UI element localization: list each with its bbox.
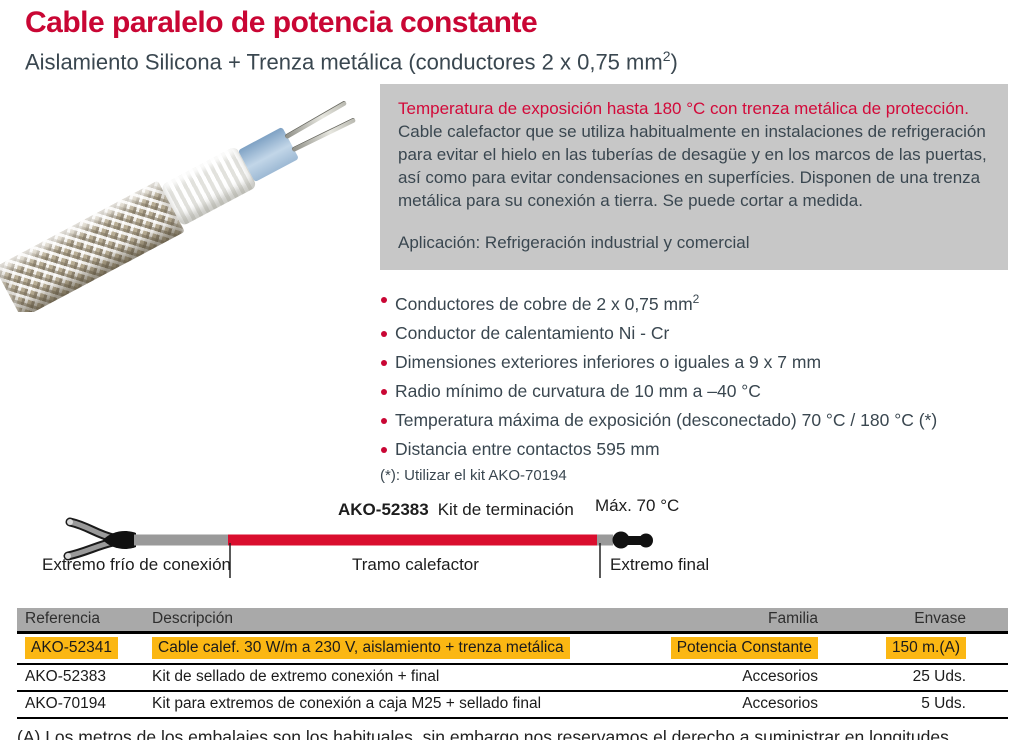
feature-text: Conductor de calentamiento Ni - Cr bbox=[395, 323, 670, 344]
cell-descripcion: Cable calef. 30 W/m a 230 V, aislamiento… bbox=[152, 637, 643, 660]
feature-text: Dimensiones exteriores inferiores o igua… bbox=[395, 352, 822, 373]
info-box-application: Aplicación: Refrigeración industrial y c… bbox=[398, 233, 750, 253]
feature-item: Distancia entre contactos 595 mm bbox=[380, 435, 1008, 464]
top-section: Temperatura de exposición hasta 180 °C c… bbox=[0, 84, 1024, 486]
cell-referencia: AKO-70194 bbox=[25, 695, 106, 713]
feature-item: Temperatura máxima de exposición (descon… bbox=[380, 406, 1008, 435]
table-row: AKO-70194 Kit para extremos de conexión … bbox=[17, 692, 1008, 720]
termination-kit-label: AKO-52383 Kit de terminación bbox=[338, 500, 574, 520]
products-table: Referencia Descripción Familia Envase AK… bbox=[17, 608, 1008, 720]
cable-diagram-graphic bbox=[63, 517, 653, 579]
packaging-footnote: (A) Los metros de los embalajes son los … bbox=[17, 727, 949, 740]
info-box-body: Cable calefactor que se utiliza habitual… bbox=[398, 122, 987, 211]
highlighted-value: AKO-52341 bbox=[25, 637, 118, 660]
heating-section-label: Tramo calefactor bbox=[352, 555, 479, 575]
bullet-icon bbox=[381, 389, 387, 396]
page-subtitle: Aislamiento Silicona + Trenza metálica (… bbox=[25, 42, 1024, 76]
conductor-wire bbox=[291, 117, 357, 153]
feature-superscript: 2 bbox=[692, 292, 700, 307]
subtitle-superscript: 2 bbox=[662, 48, 671, 64]
col-header-descripcion: Descripción bbox=[152, 610, 233, 628]
cell-descripcion: Kit para extremos de conexión a caja M25… bbox=[152, 695, 542, 713]
table-row: AKO-52383 Kit de sellado de extremo cone… bbox=[17, 665, 1008, 693]
termination-kit-text: Kit de terminación bbox=[437, 500, 574, 520]
cell-familia: Accesorios bbox=[742, 695, 818, 713]
page-title: Cable paralelo de potencia constante bbox=[25, 6, 538, 39]
cable-braid-section bbox=[0, 180, 185, 313]
info-box-highlight: Temperatura de exposición hasta 180 °C c… bbox=[398, 99, 969, 119]
subtitle-text: Aislamiento Silicona + Trenza metálica (… bbox=[25, 49, 663, 75]
table-header-row: Referencia Descripción Familia Envase bbox=[17, 608, 1008, 635]
feature-item: Radio mínimo de curvatura de 10 mm a –40… bbox=[380, 377, 1008, 406]
cell-descripcion: Kit de sellado de extremo conexión + fin… bbox=[152, 668, 440, 686]
right-column: Temperatura de exposición hasta 180 °C c… bbox=[380, 84, 1008, 486]
bullet-icon bbox=[381, 297, 387, 304]
cell-referencia: AKO-52383 bbox=[25, 668, 106, 686]
info-box: Temperatura de exposición hasta 180 °C c… bbox=[380, 84, 1008, 271]
bullet-icon bbox=[381, 418, 387, 425]
feature-text: Temperatura máxima de exposición (descon… bbox=[395, 410, 938, 431]
termination-kit-ref: AKO-52383 bbox=[338, 500, 429, 520]
bullet-icon bbox=[381, 447, 387, 454]
kit-footnote: (*): Utilizar el kit AKO-70194 bbox=[380, 467, 567, 485]
cable-diagram: AKO-52383 Kit de terminación Máx. 70 °C E… bbox=[0, 492, 1024, 584]
cold-end-label: Extremo frío de conexión bbox=[42, 555, 231, 575]
col-header-envase: Envase bbox=[914, 610, 966, 628]
cell-familia: Potencia Constante bbox=[643, 637, 818, 660]
cell-envase: 150 m.(A) bbox=[818, 637, 1008, 660]
highlighted-value: Cable calef. 30 W/m a 230 V, aislamiento… bbox=[152, 637, 570, 660]
col-header-referencia: Referencia bbox=[25, 610, 100, 628]
page-header: Cable paralelo de potencia constante Ais… bbox=[0, 0, 1024, 76]
feature-text: Radio mínimo de curvatura de 10 mm a –40… bbox=[395, 381, 761, 402]
cable-conductors bbox=[282, 94, 361, 159]
final-end-label: Extremo final bbox=[610, 555, 710, 575]
cell-envase: 25 Uds. bbox=[912, 668, 966, 686]
table-row: AKO-52341 Cable calef. 30 W/m a 230 V, a… bbox=[17, 634, 1008, 666]
feature-item: Conductores de cobre de 2 x 0,75 mm2 bbox=[380, 285, 1008, 319]
feature-text: Distancia entre contactos 595 mm bbox=[395, 439, 660, 460]
bullet-icon bbox=[381, 331, 387, 338]
braided-cable-image bbox=[0, 85, 366, 313]
cell-envase: 5 Uds. bbox=[921, 695, 966, 713]
cell-referencia: AKO-52341 bbox=[17, 637, 152, 660]
bullet-icon bbox=[381, 360, 387, 367]
conductor-wire bbox=[284, 100, 348, 140]
subtitle-suffix: ) bbox=[670, 49, 678, 75]
highlighted-value: 150 m.(A) bbox=[885, 637, 966, 660]
cable-photo bbox=[0, 84, 380, 313]
highlighted-value: Potencia Constante bbox=[670, 637, 818, 660]
max-temp-label: Máx. 70 °C bbox=[595, 496, 680, 516]
feature-list: Conductores de cobre de 2 x 0,75 mm2 Con… bbox=[380, 285, 1008, 464]
feature-text: Conductores de cobre de 2 x 0,75 mm bbox=[395, 294, 693, 315]
col-header-familia: Familia bbox=[768, 610, 818, 628]
feature-item: Dimensiones exteriores inferiores o igua… bbox=[380, 348, 1008, 377]
cell-familia: Accesorios bbox=[742, 668, 818, 686]
feature-item: Conductor de calentamiento Ni - Cr bbox=[380, 319, 1008, 348]
